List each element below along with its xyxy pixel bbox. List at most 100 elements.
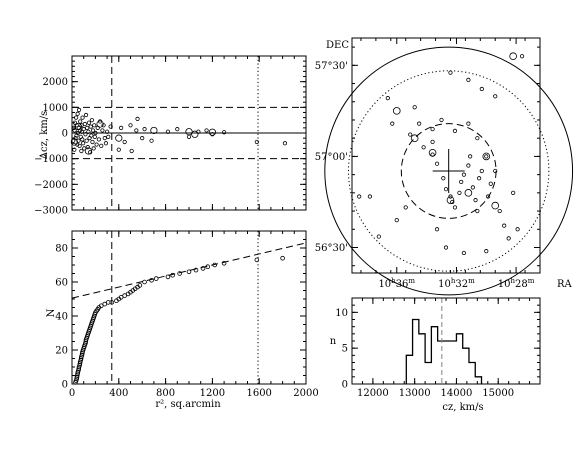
- data-point-large: [70, 138, 78, 146]
- galaxy-ring: [428, 148, 437, 157]
- galaxy-point: [390, 121, 395, 126]
- data-point: [128, 123, 133, 128]
- sky-map-frame: [351, 37, 541, 274]
- data-point: [222, 130, 227, 135]
- x-tick-label: 1600: [246, 388, 271, 399]
- galaxy-point: [511, 190, 516, 195]
- cluster-center-cross: [432, 148, 465, 193]
- galaxy-point: [434, 161, 440, 166]
- galaxy-point: [367, 194, 373, 199]
- galaxy-point: [457, 190, 462, 195]
- data-point: [221, 260, 227, 266]
- x-tick-label: 13000: [399, 388, 431, 399]
- data-point: [89, 133, 94, 138]
- cumulative-x-axis-label: r², sq.arcmin: [155, 399, 221, 410]
- data-point: [72, 128, 77, 133]
- y-tick-label: 0: [62, 380, 68, 391]
- data-point: [142, 127, 147, 132]
- galaxy-point: [479, 168, 484, 174]
- y-tick-label: 2000: [43, 77, 68, 88]
- data-point-large: [115, 134, 123, 142]
- ra-minutes-unit: m: [528, 277, 535, 285]
- data-point: [76, 138, 81, 143]
- galaxy-point: [357, 194, 362, 199]
- y-tick-label: 0: [342, 380, 348, 391]
- galaxy-point: [376, 234, 381, 239]
- ra-minutes: 28: [515, 279, 528, 290]
- x-tick-label: 0: [69, 388, 75, 399]
- velocity-reference-lines: [72, 56, 306, 210]
- galaxy-point: [430, 126, 435, 132]
- x-tick-label: 2000: [293, 388, 318, 399]
- sky-map-galaxies: [357, 52, 525, 256]
- data-point-large: [74, 122, 83, 131]
- galaxy-point: [466, 77, 471, 82]
- sky-map-ra-label: RA: [557, 279, 573, 290]
- galaxy-ring: [446, 196, 455, 204]
- y-tick-label: 60: [55, 278, 68, 289]
- y-tick-label: 10: [335, 308, 348, 319]
- cumulative-points: [73, 255, 285, 385]
- radius-circle: [347, 70, 550, 272]
- histogram-outline: [405, 318, 483, 384]
- data-point: [89, 118, 94, 123]
- galaxy-point: [394, 218, 399, 223]
- data-point: [85, 125, 90, 130]
- galaxy-point: [466, 163, 471, 168]
- galaxy-point: [468, 154, 473, 159]
- galaxy-point: [408, 132, 413, 137]
- galaxy-point: [439, 117, 444, 123]
- galaxy-point: [452, 205, 458, 210]
- x-tick-label: 800: [156, 388, 175, 399]
- galaxy-point: [497, 208, 502, 214]
- data-point: [90, 139, 95, 145]
- galaxy-point: [441, 176, 446, 181]
- data-point: [165, 274, 171, 280]
- data-point: [92, 123, 97, 128]
- data-point: [129, 148, 134, 154]
- panel-velocity-radius: 2000 1000 0 −1000 −2000 −3000 Δcz, km/s: [34, 55, 307, 217]
- data-point: [140, 136, 145, 141]
- panel-velocity-histogram: 0 5 10 12000 13000 14000 15000 n cz, km/s: [330, 297, 541, 413]
- radius-circle: [324, 46, 574, 296]
- data-point-large: [191, 130, 199, 138]
- cumulative-y-axis-label: N: [46, 308, 57, 317]
- galaxy-point: [506, 236, 511, 241]
- data-point: [186, 134, 192, 139]
- galaxy-point: [475, 208, 480, 214]
- data-point-large: [185, 128, 193, 136]
- galaxy-point: [434, 227, 440, 232]
- galaxy-point: [459, 179, 464, 185]
- y-tick-label: 20: [55, 346, 68, 357]
- data-point: [119, 125, 124, 130]
- data-point: [83, 112, 89, 118]
- data-point: [254, 139, 259, 145]
- data-point: [137, 283, 143, 288]
- data-point: [100, 128, 105, 133]
- data-point: [282, 141, 288, 146]
- cumulative-reference-lines: [71, 231, 307, 384]
- sky-map-tick-labels: 57°30'57°00'56°30'10h36m 10h32m 10h28m: [315, 61, 535, 290]
- galaxy-point: [466, 121, 471, 126]
- galaxy-point: [519, 54, 525, 59]
- data-point: [94, 142, 99, 147]
- data-point: [85, 145, 90, 150]
- data-point: [108, 124, 113, 129]
- data-point: [280, 255, 285, 261]
- data-point: [84, 138, 89, 143]
- dec-tick-label: 56°30': [315, 243, 348, 254]
- ra-minutes: 32: [455, 279, 468, 290]
- y-tick-label: 5: [342, 344, 348, 355]
- galaxy-point: [421, 145, 426, 150]
- galaxy-point: [485, 194, 491, 199]
- galaxy-point: [450, 199, 455, 205]
- velocity-plot-frame: [71, 55, 307, 211]
- galaxy-point: [385, 96, 390, 101]
- data-point: [81, 141, 86, 146]
- x-tick-label: 12000: [357, 388, 389, 399]
- radius-circle: [400, 123, 497, 219]
- ra-hours-unit: h: [391, 277, 396, 285]
- data-point: [186, 269, 192, 275]
- data-point: [82, 121, 87, 127]
